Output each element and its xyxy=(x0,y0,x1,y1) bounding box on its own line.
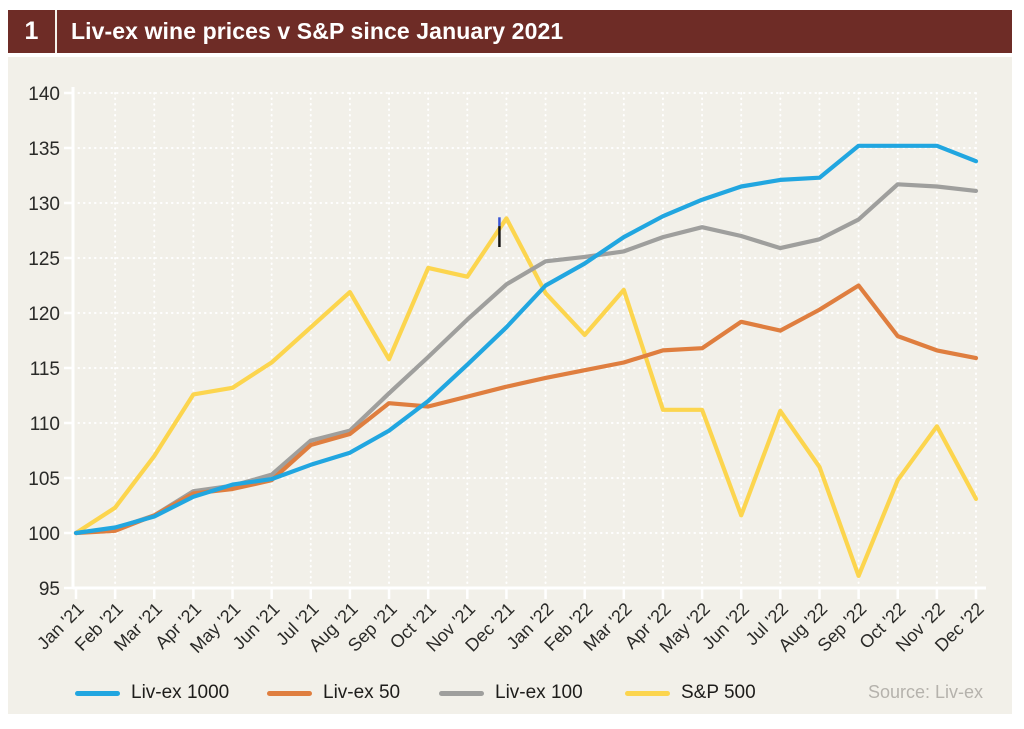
source-label: Source: Liv-ex xyxy=(867,682,983,702)
legend-item-livex-1000: Liv-ex 1000 xyxy=(75,679,229,707)
y-tick-label: 115 xyxy=(30,359,60,380)
y-tick-label: 130 xyxy=(28,194,60,215)
figure-header: 1 Liv-ex wine prices v S&P since January… xyxy=(8,10,1012,53)
header-divider xyxy=(55,10,57,53)
legend-swatch-livex-100 xyxy=(439,690,484,696)
legend-label: Liv-ex 100 xyxy=(495,682,583,703)
legend-swatch-sp500 xyxy=(625,690,670,696)
chart-title: Liv-ex wine prices v S&P since January 2… xyxy=(71,18,564,44)
gridlines-vertical xyxy=(114,92,977,589)
legend-label: Liv-ex 1000 xyxy=(131,682,230,703)
legend-item-livex-100: Liv-ex 100 xyxy=(439,679,583,707)
legend-label: S&P 500 xyxy=(681,682,756,703)
y-tick-label: 140 xyxy=(28,84,60,105)
legend-item-livex-50: Liv-ex 50 xyxy=(267,679,400,707)
y-tick-label: 110 xyxy=(30,414,60,435)
gridlines-horizontal xyxy=(64,91,979,590)
series-line-liv-ex-100 xyxy=(73,182,979,536)
y-tick-label: 120 xyxy=(28,304,60,325)
series-line-liv-ex-50 xyxy=(73,283,979,536)
series-line-s-p-500 xyxy=(73,216,979,579)
series-line-liv-ex-1000 xyxy=(73,143,979,536)
legend-swatch-livex-1000 xyxy=(75,690,120,696)
axes xyxy=(71,87,986,599)
chart-legend: Liv-ex 1000 Liv-ex 50 Liv-ex 100 S&P 500 xyxy=(8,679,1012,707)
y-axis-labels: 95 100 105 110 115 120 125 130 135 140 xyxy=(28,84,60,600)
y-tick-label: 95 xyxy=(39,579,60,600)
y-tick-label: 100 xyxy=(28,524,60,545)
line-chart: 95 100 105 110 115 120 125 130 135 140 Jan '21Feb … xyxy=(28,84,988,657)
chart-panel: 95 100 105 110 115 120 125 130 135 140 Jan '21 Feb … xyxy=(8,57,1012,714)
series-lines xyxy=(73,143,979,579)
legend-swatch-livex-50 xyxy=(267,690,312,696)
y-tick-label: 135 xyxy=(28,139,60,160)
y-tick-label: 125 xyxy=(28,249,60,270)
y-tick-label: 105 xyxy=(28,469,60,490)
legend-item-sp500: S&P 500 xyxy=(625,679,756,707)
legend-label: Liv-ex 50 xyxy=(323,682,401,703)
figure-number: 1 xyxy=(24,17,39,45)
